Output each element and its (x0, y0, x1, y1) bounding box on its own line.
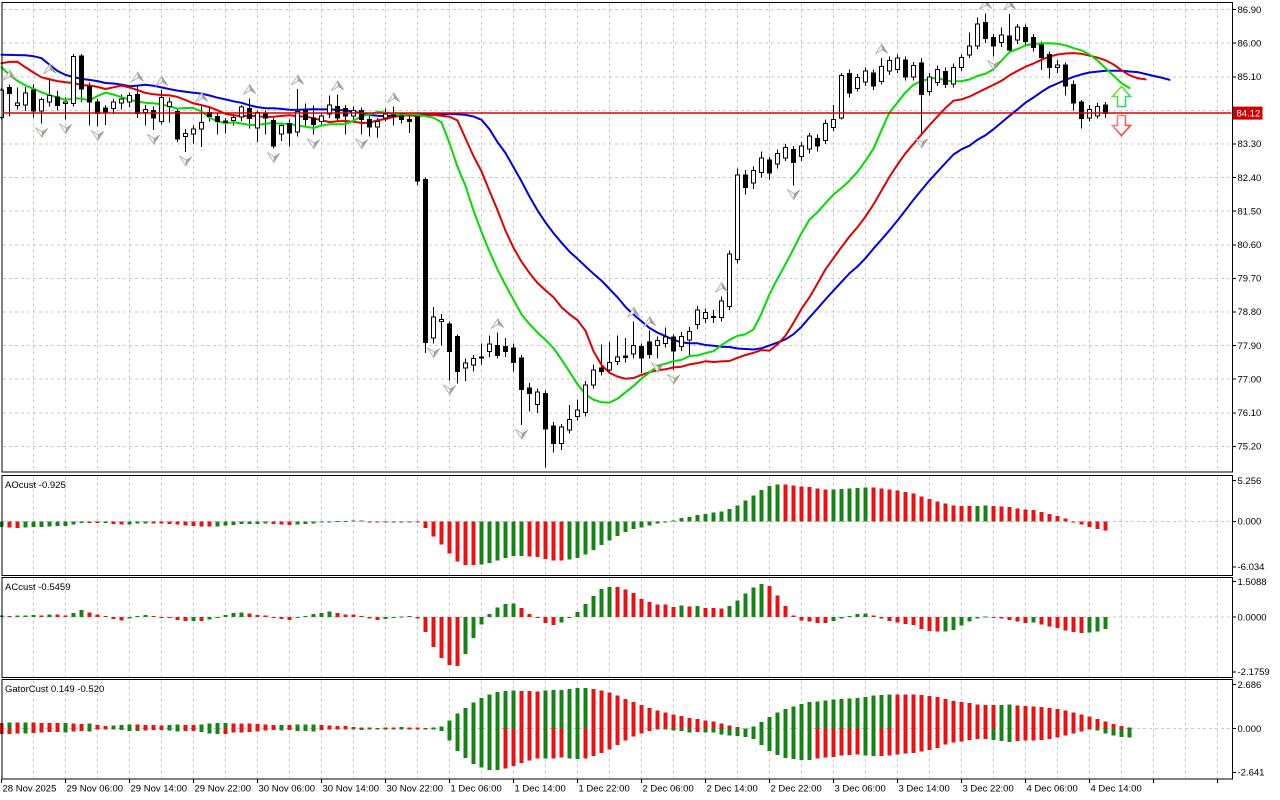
svg-text:77.00: 77.00 (1238, 374, 1262, 385)
svg-text:82.40: 82.40 (1238, 173, 1262, 184)
svg-text:84.12: 84.12 (1237, 108, 1261, 119)
svg-text:0.000: 0.000 (1238, 724, 1262, 735)
svg-text:29 Nov 22:00: 29 Nov 22:00 (195, 784, 252, 795)
svg-text:28 Nov 2025: 28 Nov 2025 (3, 784, 57, 795)
svg-text:29 Nov 06:00: 29 Nov 06:00 (67, 784, 124, 795)
svg-text:77.90: 77.90 (1238, 341, 1262, 352)
svg-text:GatorCust 0.149 -0.520: GatorCust 0.149 -0.520 (5, 684, 104, 695)
svg-text:80.60: 80.60 (1238, 240, 1262, 251)
svg-text:79.70: 79.70 (1238, 274, 1262, 285)
svg-text:3 Dec 22:00: 3 Dec 22:00 (963, 784, 1014, 795)
svg-text:83.30: 83.30 (1238, 139, 1262, 150)
svg-text:75.20: 75.20 (1238, 442, 1262, 453)
svg-text:4 Dec 14:00: 4 Dec 14:00 (1091, 784, 1142, 795)
svg-text:2 Dec 06:00: 2 Dec 06:00 (643, 784, 694, 795)
svg-text:-2.1759: -2.1759 (1238, 667, 1270, 678)
svg-text:2.686: 2.686 (1238, 680, 1262, 691)
svg-text:78.80: 78.80 (1238, 307, 1262, 318)
svg-text:1 Dec 14:00: 1 Dec 14:00 (515, 784, 566, 795)
svg-text:1.5088: 1.5088 (1238, 577, 1267, 588)
svg-text:1 Dec 22:00: 1 Dec 22:00 (579, 784, 630, 795)
svg-text:5.256: 5.256 (1238, 476, 1262, 487)
svg-text:86.90: 86.90 (1238, 5, 1262, 16)
svg-text:29 Nov 14:00: 29 Nov 14:00 (131, 784, 188, 795)
svg-text:4 Dec 06:00: 4 Dec 06:00 (1027, 784, 1078, 795)
svg-text:AOcust -0.925: AOcust -0.925 (5, 480, 66, 491)
svg-text:85.10: 85.10 (1238, 72, 1262, 83)
svg-text:-6.034: -6.034 (1238, 562, 1265, 573)
svg-text:86.00: 86.00 (1238, 38, 1262, 49)
svg-text:2 Dec 22:00: 2 Dec 22:00 (771, 784, 822, 795)
svg-text:0.000: 0.000 (1238, 517, 1262, 528)
svg-text:3 Dec 06:00: 3 Dec 06:00 (835, 784, 886, 795)
svg-text:2 Dec 14:00: 2 Dec 14:00 (707, 784, 758, 795)
svg-text:ACcust -0.5459: ACcust -0.5459 (5, 582, 70, 593)
svg-text:3 Dec 14:00: 3 Dec 14:00 (899, 784, 950, 795)
svg-text:0.0000: 0.0000 (1238, 612, 1267, 623)
svg-text:76.10: 76.10 (1238, 408, 1262, 419)
svg-text:81.50: 81.50 (1238, 206, 1262, 217)
svg-text:1 Dec 06:00: 1 Dec 06:00 (451, 784, 502, 795)
svg-text:-2.641: -2.641 (1238, 768, 1265, 779)
svg-text:30 Nov 06:00: 30 Nov 06:00 (259, 784, 316, 795)
svg-text:30 Nov 22:00: 30 Nov 22:00 (387, 784, 444, 795)
svg-text:30 Nov 14:00: 30 Nov 14:00 (323, 784, 380, 795)
